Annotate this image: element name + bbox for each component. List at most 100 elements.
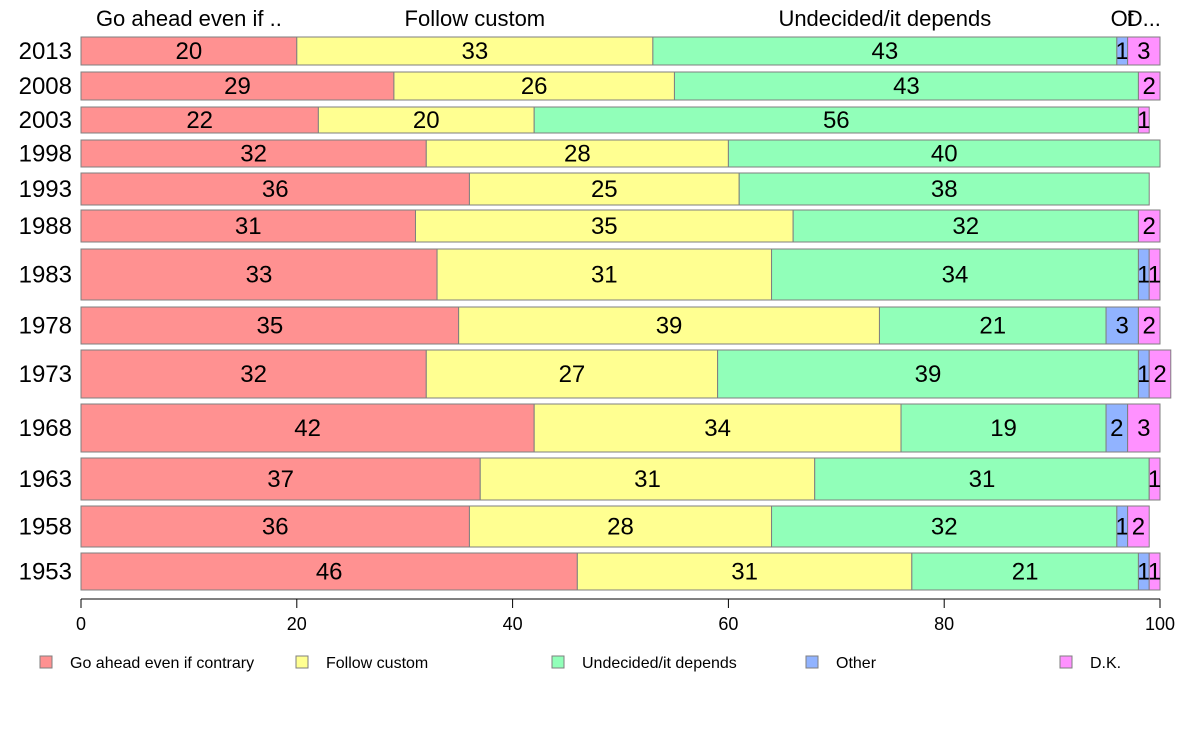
data-label: 1 — [1148, 262, 1161, 289]
data-label: 39 — [656, 313, 683, 340]
bar-segment — [468, 172, 740, 206]
bar-segment — [80, 457, 481, 501]
bar-segment — [80, 248, 438, 301]
data-label: 1 — [1116, 514, 1129, 541]
bar-segment — [436, 248, 773, 301]
data-label: 19 — [990, 415, 1017, 442]
bar-segment — [727, 139, 1161, 168]
year-label: 1993 — [19, 176, 72, 203]
data-label: 31 — [969, 466, 996, 493]
data-label: 31 — [235, 213, 262, 240]
bar-segment — [771, 248, 1139, 301]
data-label: 40 — [931, 141, 958, 168]
data-label: 35 — [591, 213, 618, 240]
data-label: 31 — [731, 559, 758, 586]
legend-label: Undecided/it depends — [582, 655, 737, 672]
bar-segment — [80, 505, 470, 548]
bar-segment — [576, 552, 913, 591]
bar-segment — [425, 349, 719, 399]
data-label: 33 — [461, 38, 488, 65]
data-label: 2 — [1143, 213, 1156, 240]
data-label: 1 — [1148, 466, 1161, 493]
bar-segment — [80, 349, 427, 399]
data-label: 36 — [262, 176, 289, 203]
data-label: 3 — [1137, 38, 1150, 65]
data-label: 26 — [521, 73, 548, 100]
data-label: 35 — [256, 313, 283, 340]
data-label: 3 — [1116, 313, 1129, 340]
year-label: 2013 — [19, 38, 72, 65]
bar-segment — [80, 403, 535, 453]
data-label: 1 — [1137, 559, 1150, 586]
legend-label: D.K. — [1090, 655, 1121, 672]
bar-segment — [771, 505, 1118, 548]
x-tick-label: 80 — [934, 614, 954, 634]
column-header: Go ahead even if .. — [96, 6, 282, 31]
column-header: Undecided/it depends — [778, 6, 991, 31]
legend-swatch — [1059, 655, 1073, 669]
bar-segment — [1127, 505, 1150, 548]
bar-segment — [80, 139, 427, 168]
legend-swatch — [39, 655, 53, 669]
year-label: 1953 — [19, 559, 72, 586]
data-label: 28 — [564, 141, 591, 168]
bar-segment — [792, 209, 1139, 243]
bar-segment — [1127, 403, 1161, 453]
bar-segment — [1127, 36, 1161, 66]
legend-label: Other — [836, 655, 877, 672]
data-label: 28 — [607, 514, 634, 541]
data-label: 1 — [1137, 107, 1150, 134]
bar-segment — [468, 505, 773, 548]
year-label: 1988 — [19, 213, 72, 240]
data-label: 2 — [1143, 73, 1156, 100]
bar-segment — [393, 71, 675, 101]
column-header: Follow custom — [405, 6, 546, 31]
data-label: 3 — [1137, 415, 1150, 442]
data-label: 32 — [931, 514, 958, 541]
data-label: 43 — [872, 38, 899, 65]
bar-segment — [414, 209, 794, 243]
x-tick-label: 20 — [287, 614, 307, 634]
column-header: D... — [1127, 6, 1161, 31]
bar-segment — [673, 71, 1139, 101]
bar-segment — [533, 106, 1139, 134]
data-label: 31 — [591, 262, 618, 289]
data-label: 25 — [591, 176, 618, 203]
year-label: 1978 — [19, 313, 72, 340]
data-label: 2 — [1110, 415, 1123, 442]
bar-segment — [1148, 349, 1172, 399]
data-label: 43 — [893, 73, 920, 100]
legend-swatch — [551, 655, 565, 669]
bar-segment — [80, 106, 319, 134]
data-label: 36 — [262, 514, 289, 541]
column-header: Ot — [1111, 6, 1134, 31]
bar-segment — [80, 209, 416, 243]
bar-segment — [1137, 106, 1150, 134]
data-label: 1 — [1137, 262, 1150, 289]
bar-segment — [296, 36, 654, 66]
bar-segment — [1148, 457, 1161, 501]
data-label: 32 — [952, 213, 979, 240]
data-label: 31 — [634, 466, 661, 493]
year-label: 1958 — [19, 514, 72, 541]
x-tick-label: 40 — [503, 614, 523, 634]
data-label: 2 — [1153, 361, 1166, 388]
data-label: 42 — [294, 415, 321, 442]
data-label: 34 — [942, 262, 969, 289]
bar-segment — [1137, 209, 1161, 243]
x-tick-label: 60 — [718, 614, 738, 634]
year-label: 1973 — [19, 361, 72, 388]
data-label: 33 — [246, 262, 273, 289]
bar-segment — [814, 457, 1150, 501]
bar-segment — [425, 139, 729, 168]
bar-segment — [80, 552, 578, 591]
data-label: 56 — [823, 107, 850, 134]
data-label: 1 — [1137, 361, 1150, 388]
year-label: 1968 — [19, 415, 72, 442]
data-label: 21 — [1012, 559, 1039, 586]
bar-segment — [738, 172, 1150, 206]
data-label: 38 — [931, 176, 958, 203]
bar-segment — [533, 403, 902, 453]
bar-segment — [1137, 71, 1161, 101]
